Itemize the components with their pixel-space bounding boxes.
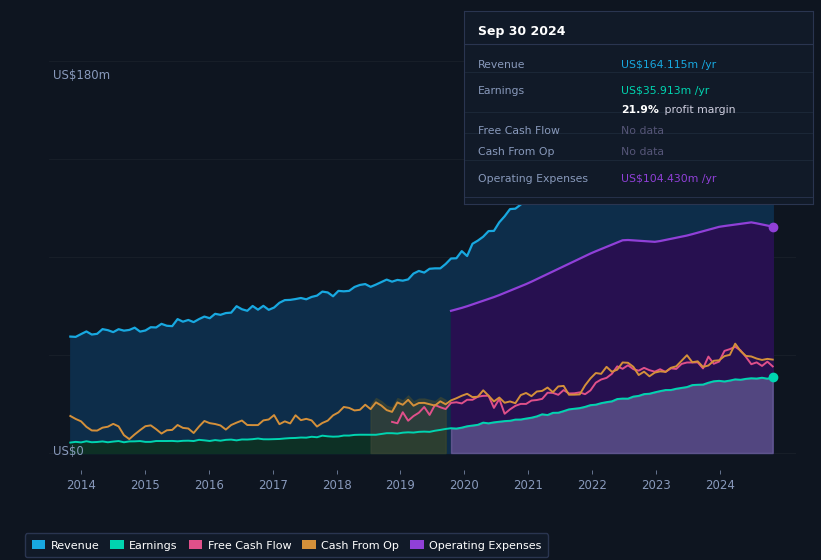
Text: Free Cash Flow: Free Cash Flow	[478, 126, 560, 136]
Text: Operating Expenses: Operating Expenses	[478, 174, 588, 184]
Text: Earnings: Earnings	[478, 86, 525, 96]
Text: No data: No data	[621, 126, 664, 136]
Text: US$0: US$0	[53, 445, 84, 458]
Text: US$35.913m /yr: US$35.913m /yr	[621, 86, 709, 96]
Text: Sep 30 2024: Sep 30 2024	[478, 25, 566, 38]
Text: US$104.430m /yr: US$104.430m /yr	[621, 174, 716, 184]
Text: Cash From Op: Cash From Op	[478, 147, 554, 157]
Text: US$180m: US$180m	[53, 69, 110, 82]
Legend: Revenue, Earnings, Free Cash Flow, Cash From Op, Operating Expenses: Revenue, Earnings, Free Cash Flow, Cash …	[25, 534, 548, 557]
Text: 21.9%: 21.9%	[621, 105, 658, 115]
Text: Revenue: Revenue	[478, 60, 525, 71]
Text: No data: No data	[621, 147, 664, 157]
Text: profit margin: profit margin	[661, 105, 736, 115]
Text: US$164.115m /yr: US$164.115m /yr	[621, 60, 716, 71]
